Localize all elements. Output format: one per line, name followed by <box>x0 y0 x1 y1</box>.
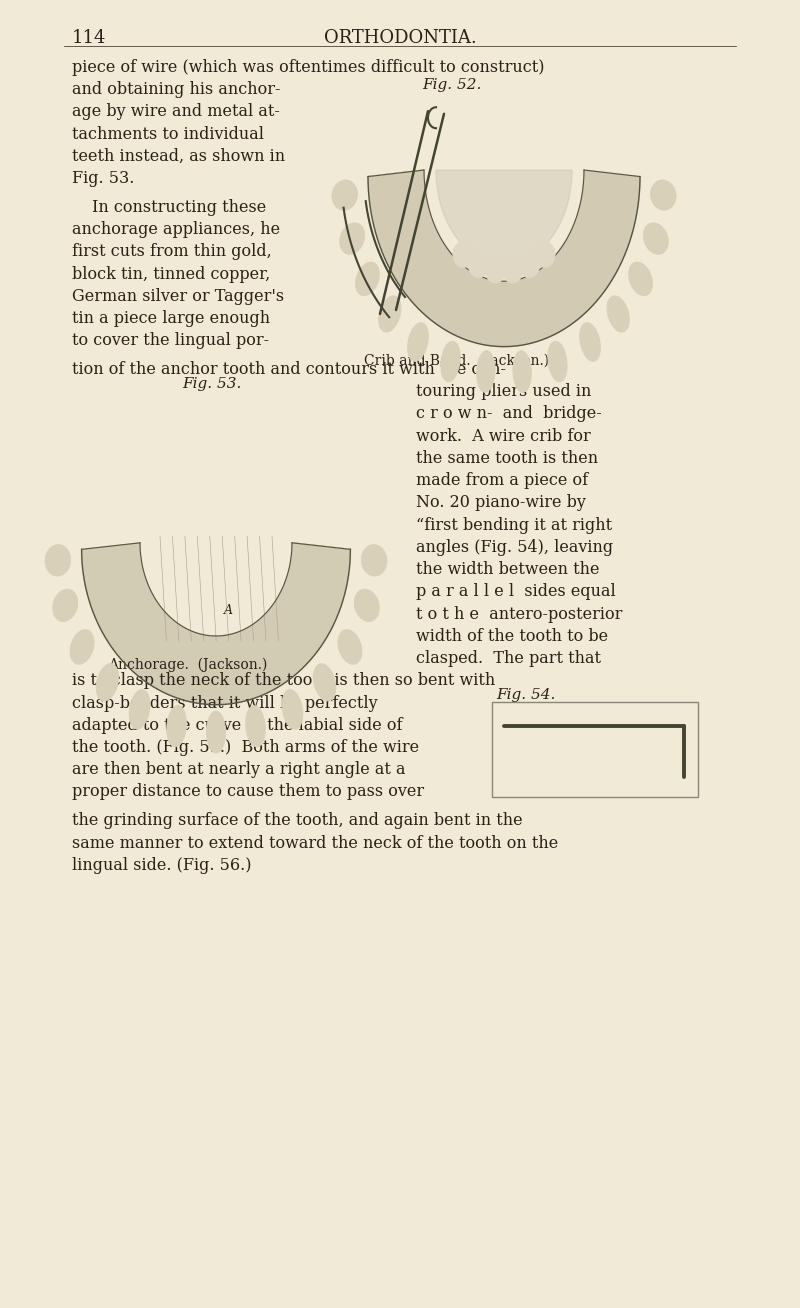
Text: the width between the: the width between the <box>416 561 599 578</box>
Ellipse shape <box>332 181 358 211</box>
Text: lingual side. (Fig. 56.): lingual side. (Fig. 56.) <box>72 857 251 874</box>
Text: angles (Fig. 54), leaving: angles (Fig. 54), leaving <box>416 539 613 556</box>
Ellipse shape <box>314 663 336 701</box>
Ellipse shape <box>519 251 540 277</box>
Ellipse shape <box>166 705 186 747</box>
Ellipse shape <box>513 351 531 392</box>
Ellipse shape <box>378 296 401 332</box>
Polygon shape <box>436 170 572 264</box>
Text: clasp-benders that it will be perfectly: clasp-benders that it will be perfectly <box>72 695 378 712</box>
Polygon shape <box>368 170 640 347</box>
Text: proper distance to cause them to pass over: proper distance to cause them to pass ov… <box>72 783 424 800</box>
Ellipse shape <box>355 262 379 296</box>
Ellipse shape <box>441 341 460 382</box>
Text: anchorage appliances, he: anchorage appliances, he <box>72 221 280 238</box>
Text: Fig. 52.: Fig. 52. <box>422 78 482 93</box>
Text: same manner to extend toward the neck of the tooth on the: same manner to extend toward the neck of… <box>72 835 558 852</box>
Text: touring pliers used in: touring pliers used in <box>416 383 591 400</box>
Ellipse shape <box>629 262 653 296</box>
Ellipse shape <box>453 242 474 268</box>
Text: Fig. 54.: Fig. 54. <box>497 688 556 702</box>
Text: No. 20 piano-wire by: No. 20 piano-wire by <box>416 494 586 511</box>
Ellipse shape <box>548 341 567 382</box>
FancyBboxPatch shape <box>492 702 698 797</box>
Ellipse shape <box>45 544 70 576</box>
Text: age by wire and metal at-: age by wire and metal at- <box>72 103 280 120</box>
Text: are then bent at nearly a right angle at a: are then bent at nearly a right angle at… <box>72 761 406 778</box>
Ellipse shape <box>580 323 601 361</box>
Text: tin a piece large enough: tin a piece large enough <box>72 310 270 327</box>
Text: c r o w n-  and  bridge-: c r o w n- and bridge- <box>416 405 602 422</box>
Ellipse shape <box>468 251 489 277</box>
Ellipse shape <box>70 629 94 664</box>
Ellipse shape <box>53 589 78 621</box>
Text: piece of wire (which was oftentimes difficult to construct): piece of wire (which was oftentimes diff… <box>72 59 545 76</box>
Text: “first bending it at right: “first bending it at right <box>416 517 612 534</box>
Text: teeth instead, as shown in: teeth instead, as shown in <box>72 148 285 165</box>
Ellipse shape <box>607 296 630 332</box>
Text: Anchorage.  (Jackson.): Anchorage. (Jackson.) <box>108 658 267 672</box>
Ellipse shape <box>362 544 387 576</box>
Ellipse shape <box>485 256 506 283</box>
Text: is to clasp the neck of the tooth is then so bent with: is to clasp the neck of the tooth is the… <box>72 672 495 689</box>
Text: 114: 114 <box>72 29 106 47</box>
Text: the tooth. (Fig. 55.)  Both arms of the wire: the tooth. (Fig. 55.) Both arms of the w… <box>72 739 419 756</box>
Text: A: A <box>223 604 233 617</box>
Ellipse shape <box>246 705 266 747</box>
Text: and obtaining his anchor-: and obtaining his anchor- <box>72 81 281 98</box>
Ellipse shape <box>407 323 428 361</box>
Ellipse shape <box>534 242 555 268</box>
Text: work.  A wire crib for: work. A wire crib for <box>416 428 590 445</box>
Text: the grinding surface of the tooth, and again bent in the: the grinding surface of the tooth, and a… <box>72 812 522 829</box>
Text: Fig. 53.: Fig. 53. <box>182 377 242 391</box>
Ellipse shape <box>206 712 226 753</box>
Ellipse shape <box>354 589 379 621</box>
Text: Fig. 53.: Fig. 53. <box>72 170 134 187</box>
Text: adapted to the curve of the labial side of: adapted to the curve of the labial side … <box>72 717 402 734</box>
Text: to cover the lingual por-: to cover the lingual por- <box>72 332 269 349</box>
Text: Crib and Band.  (Jackson.): Crib and Band. (Jackson.) <box>364 353 549 368</box>
Text: first cuts from thin gold,: first cuts from thin gold, <box>72 243 272 260</box>
Text: clasped.  The part that: clasped. The part that <box>416 650 601 667</box>
Text: width of the tooth to be: width of the tooth to be <box>416 628 608 645</box>
Text: t o t h e  antero-posterior: t o t h e antero-posterior <box>416 606 622 623</box>
Ellipse shape <box>643 222 668 254</box>
Ellipse shape <box>477 351 495 392</box>
Text: p a r a l l e l  sides equal: p a r a l l e l sides equal <box>416 583 616 600</box>
Text: ORTHODONTIA.: ORTHODONTIA. <box>324 29 476 47</box>
Text: the same tooth is then: the same tooth is then <box>416 450 598 467</box>
Text: made from a piece of: made from a piece of <box>416 472 588 489</box>
Ellipse shape <box>282 689 303 729</box>
Text: block tin, tinned copper,: block tin, tinned copper, <box>72 266 270 283</box>
Ellipse shape <box>129 689 150 729</box>
Ellipse shape <box>338 629 362 664</box>
Ellipse shape <box>650 181 676 211</box>
Text: tachments to individual: tachments to individual <box>72 126 264 143</box>
Ellipse shape <box>340 222 365 254</box>
Text: tion of the anchor tooth and contours it with the con-: tion of the anchor tooth and contours it… <box>72 361 506 378</box>
Text: In constructing these: In constructing these <box>92 199 266 216</box>
Ellipse shape <box>96 663 118 701</box>
Ellipse shape <box>502 256 523 283</box>
Polygon shape <box>82 543 350 705</box>
Text: German silver or Tagger's: German silver or Tagger's <box>72 288 284 305</box>
